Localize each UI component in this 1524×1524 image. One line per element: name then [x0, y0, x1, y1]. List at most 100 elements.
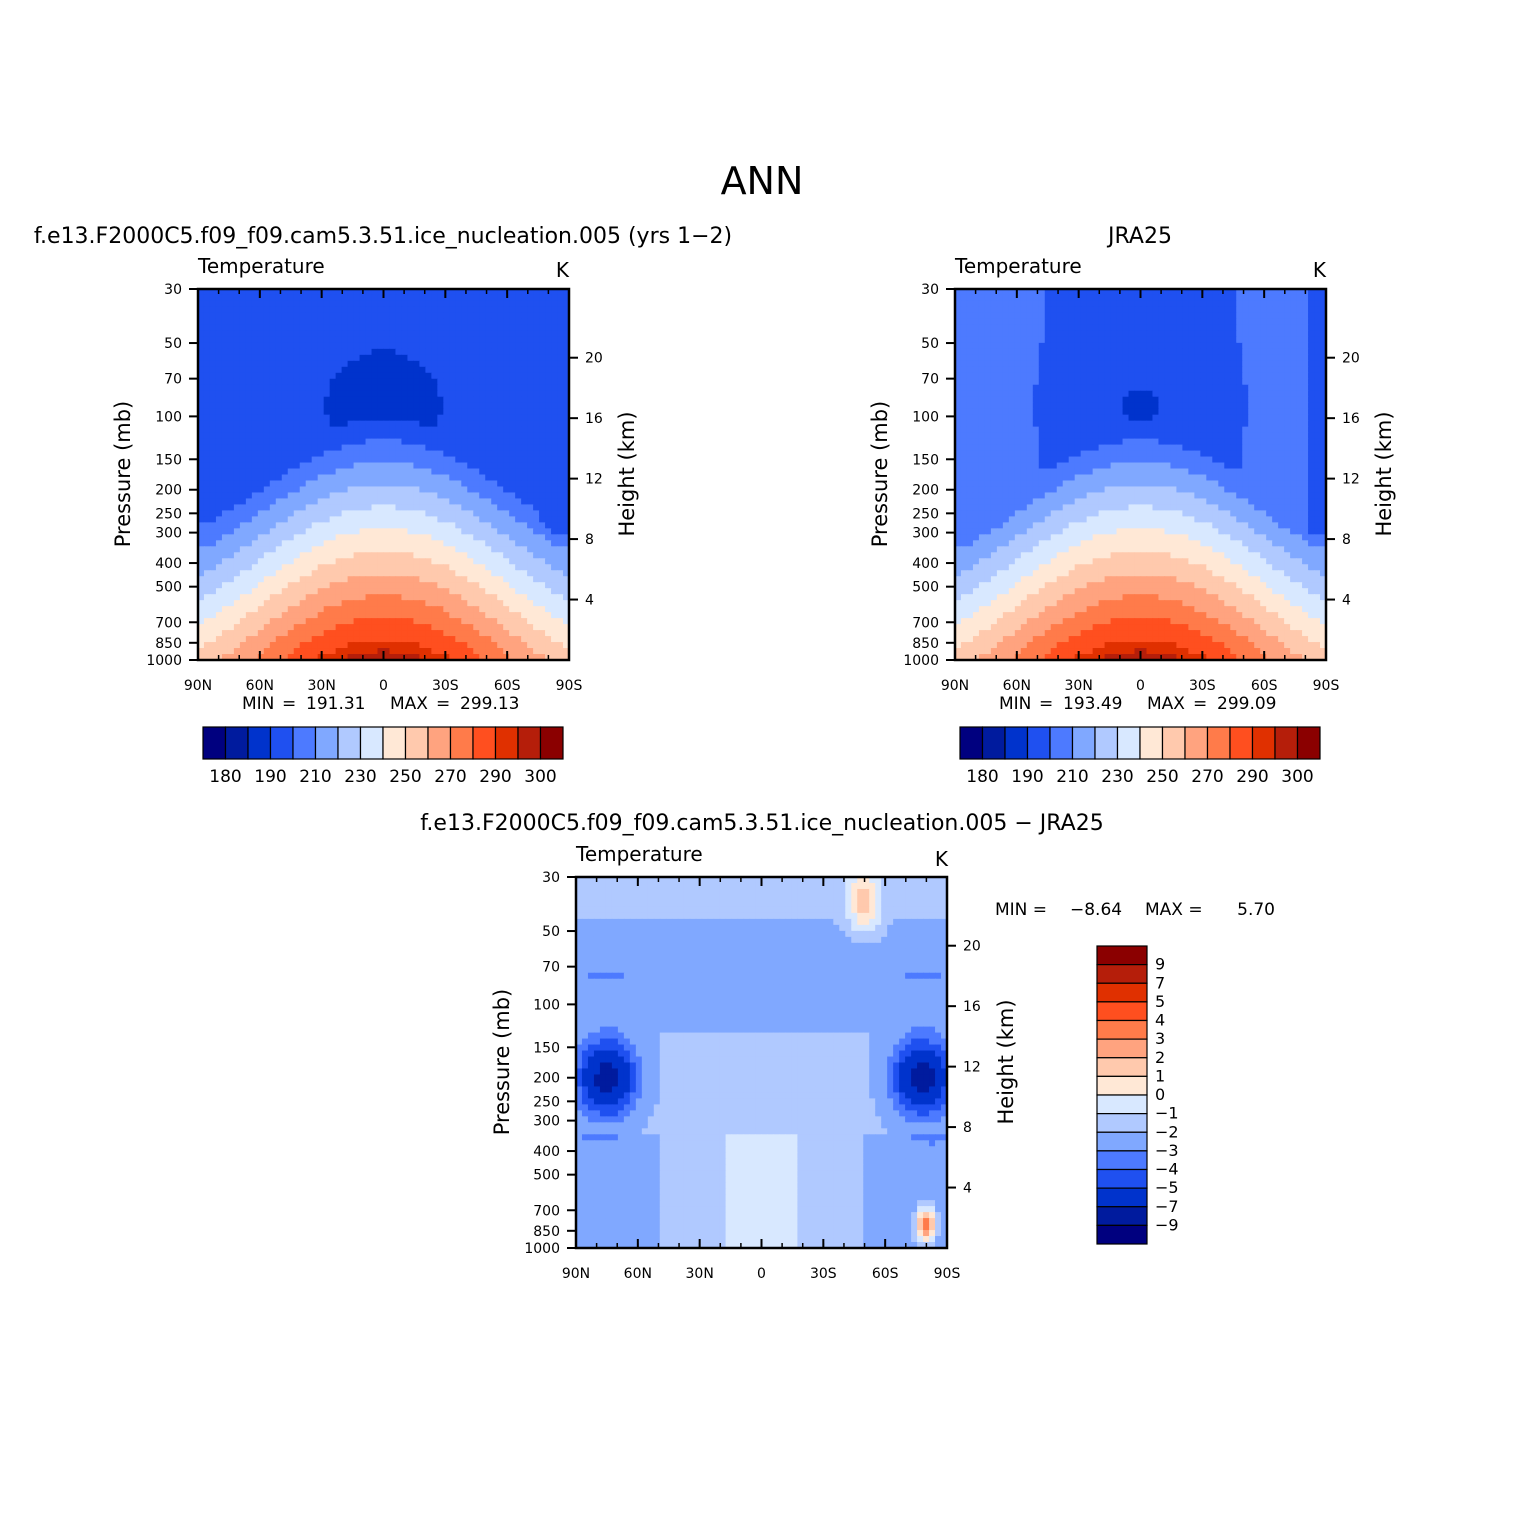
contour-cell [389, 624, 397, 631]
contour-cell [371, 480, 379, 488]
contour-cell [335, 576, 343, 583]
contour-cell [1260, 360, 1267, 368]
contour-cell [449, 612, 456, 619]
contour-cell [347, 420, 355, 428]
contour-cell [497, 432, 504, 440]
contour-cell [990, 372, 998, 380]
contour-cell [311, 396, 319, 404]
contour-cell [1314, 312, 1321, 320]
contour-cell [551, 582, 558, 589]
contour-cell [245, 612, 253, 619]
contour-cell [389, 588, 397, 595]
contour-cell [221, 624, 229, 631]
contour-cell [1110, 312, 1118, 320]
contour-cell [335, 636, 343, 643]
contour-cell [1080, 300, 1088, 308]
contour-cell [467, 300, 474, 308]
contour-cell [1188, 289, 1195, 296]
contour-cell [227, 552, 235, 559]
contour-cell [227, 654, 235, 661]
contour-cell [443, 360, 450, 368]
contour-cell [996, 300, 1004, 308]
contour-cell [437, 300, 444, 308]
contour-cell [275, 342, 283, 350]
contour-cell [1284, 289, 1291, 296]
contour-cell [539, 552, 546, 559]
contour-cell [407, 486, 415, 494]
contour-cell [479, 408, 486, 416]
contour-cell [413, 474, 420, 482]
contour-cell [335, 366, 343, 374]
contour-cell [239, 300, 247, 308]
contour-cell [305, 312, 313, 320]
contour-cell [419, 468, 426, 476]
contour-cell [557, 348, 564, 356]
contour-cell [293, 642, 301, 649]
contour-cell [221, 594, 229, 601]
contour-cell [371, 504, 379, 511]
contour-cell [275, 444, 283, 452]
contour-cell [209, 522, 217, 529]
contour-cell [503, 318, 510, 326]
contour-cell [245, 606, 253, 613]
contour-cell [281, 390, 289, 398]
contour-cell [407, 438, 415, 446]
contour-cell [1110, 289, 1118, 296]
contour-cell [1218, 324, 1225, 332]
contour-cell [1110, 306, 1118, 314]
contour-cell [239, 642, 247, 649]
contour-cell [311, 636, 319, 643]
contour-cell [1200, 348, 1207, 356]
contour-cell [497, 552, 504, 559]
contour-cell [311, 384, 319, 392]
contour-cell [377, 516, 385, 523]
contour-cell [323, 642, 331, 649]
contour-cell [413, 558, 420, 565]
contour-cell [269, 384, 277, 392]
contour-cell [233, 564, 241, 571]
contour-cell [395, 492, 403, 500]
contour-cell [377, 312, 385, 320]
contour-cell [1140, 360, 1148, 368]
contour-cell [966, 342, 974, 350]
contour-cell [383, 618, 391, 625]
contour-cell [473, 330, 480, 338]
contour-cell [287, 474, 295, 482]
contour-cell [503, 324, 510, 332]
contour-cell [413, 582, 420, 589]
contour-cell [443, 300, 450, 308]
contour-cell [557, 636, 564, 643]
contour-cell [1266, 342, 1273, 350]
contour-cell [305, 462, 313, 470]
contour-cell [467, 648, 474, 655]
contour-cell [413, 546, 420, 553]
contour-cell [1206, 312, 1213, 320]
contour-cell [1086, 342, 1094, 350]
contour-cell [1026, 348, 1034, 356]
contour-cell [377, 588, 385, 595]
contour-cell [551, 444, 558, 452]
contour-cell [353, 432, 361, 440]
contour-cell [545, 318, 552, 326]
contour-cell [353, 552, 361, 559]
contour-cell [485, 498, 492, 506]
contour-cell [479, 654, 486, 661]
contour-cell [347, 318, 355, 326]
contour-cell [317, 456, 325, 464]
contour-cell [389, 438, 397, 446]
contour-cell [413, 342, 420, 350]
contour-cell [239, 438, 247, 446]
contour-cell [263, 414, 271, 422]
contour-cell [1284, 378, 1291, 386]
contour-cell [515, 618, 522, 625]
contour-cell [1248, 324, 1255, 332]
contour-cell [353, 378, 361, 386]
contour-cell [978, 318, 986, 326]
contour-cell [443, 426, 450, 434]
contour-cell [461, 606, 468, 613]
contour-cell [545, 468, 552, 476]
contour-cell [341, 432, 349, 440]
contour-cell [1122, 342, 1130, 350]
contour-cell [473, 630, 480, 637]
page-title: ANN [721, 159, 804, 203]
